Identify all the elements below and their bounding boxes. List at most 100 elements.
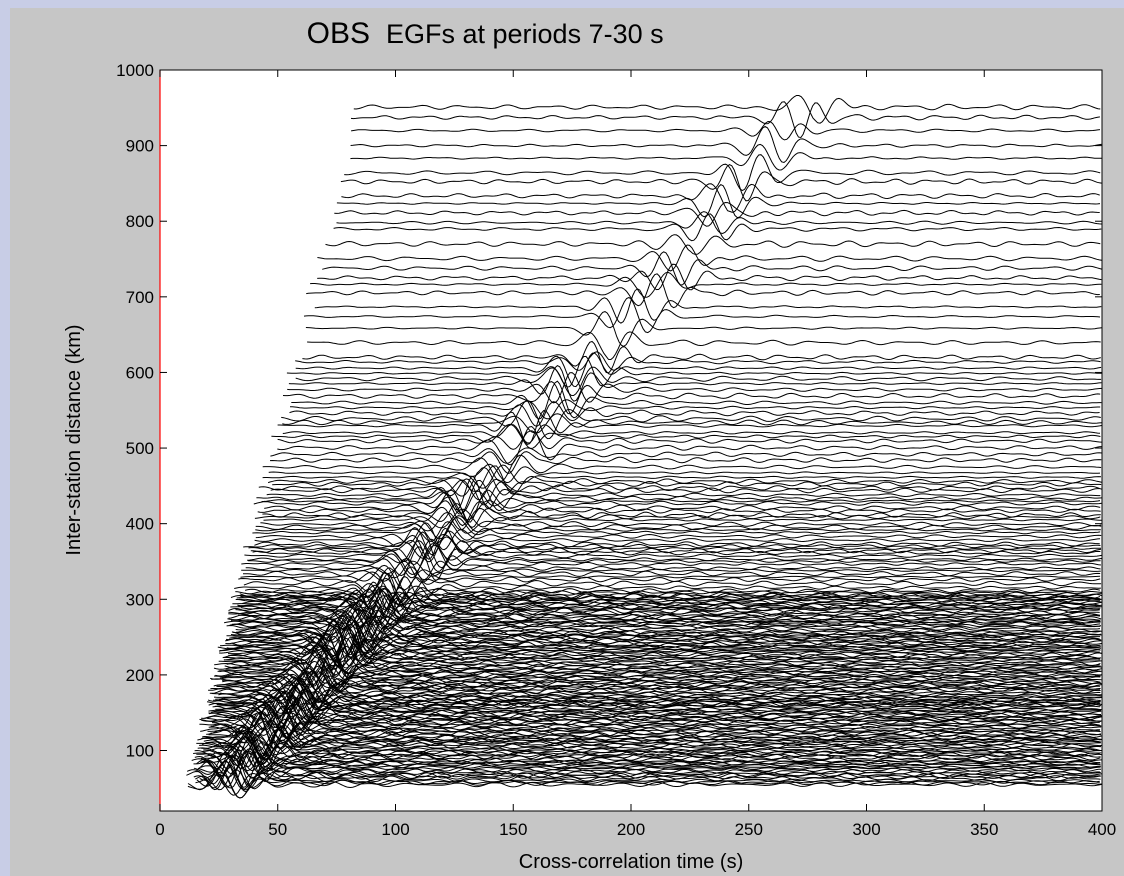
- waveform-trace: [234, 571, 1101, 604]
- waveform-trace: [215, 682, 1101, 714]
- axis-ticks: 0 50 100 150 200 250 300 350 400 100 200 300 400 500 6…: [116, 61, 1116, 839]
- waveform-trace: [314, 288, 1102, 324]
- waveform-trace: [267, 465, 1102, 495]
- waveform-trace: [244, 540, 1102, 572]
- y-tick-label: 400: [126, 515, 154, 534]
- waveform-trace: [351, 120, 1101, 141]
- waveform-trace: [260, 512, 1102, 534]
- waveform-trace: [350, 101, 1100, 139]
- figure-panel: OBS EGFs at periods 7-30 s 0 50 100 150 200 2…: [10, 8, 1124, 876]
- waveform-trace: [208, 715, 1102, 742]
- waveform-trace: [236, 587, 1101, 608]
- waveform-trace: [197, 756, 1101, 778]
- waveform-trace: [241, 546, 1101, 581]
- waveform-trace: [261, 490, 1101, 514]
- waveform-trace: [295, 352, 1102, 388]
- waveform-trace: [248, 536, 1101, 563]
- y-tick-label: 500: [126, 439, 154, 458]
- waveform-trace: [258, 478, 1102, 501]
- waveform-trace: [211, 707, 1100, 737]
- waveform-trace: [248, 543, 1101, 579]
- waveform-trace: [213, 683, 1102, 713]
- waveform-trace: [231, 616, 1102, 652]
- waveform-trace: [295, 351, 1101, 371]
- waveform-trace: [242, 589, 1102, 612]
- waveform-trace: [222, 673, 1101, 694]
- waveform-trace: [200, 752, 1101, 772]
- waveform-trace: [238, 605, 1101, 627]
- x-tick-label: 300: [852, 820, 880, 839]
- waveform-trace: [243, 533, 1101, 559]
- waveform-trace: [218, 645, 1102, 674]
- x-axis-label: Cross-correlation time (s): [519, 851, 743, 873]
- waveform-trace: [232, 619, 1102, 650]
- waveform-trace: [200, 752, 1101, 789]
- waveform-trace: [219, 660, 1101, 689]
- waveform-trace: [229, 610, 1102, 645]
- waveform-trace: [197, 735, 1100, 764]
- waveform-trace: [202, 727, 1102, 749]
- waveform-trace: [223, 643, 1100, 677]
- waveform-trace: [289, 401, 1100, 427]
- waveform-trace: [219, 642, 1100, 664]
- waveform-trace: [341, 183, 1100, 213]
- waveform-trace: [217, 671, 1101, 696]
- waveform-trace: [277, 430, 1102, 450]
- waveform-trace: [238, 581, 1101, 615]
- waveform-trace: [214, 677, 1101, 704]
- waveform-trace: [266, 475, 1101, 511]
- y-tick-label: 200: [126, 666, 154, 685]
- waveform-trace: [262, 464, 1102, 489]
- waveform-trace: [255, 517, 1101, 545]
- waveform-trace: [282, 413, 1102, 434]
- x-tick-label: 350: [970, 820, 998, 839]
- waveform-trace: [238, 587, 1101, 621]
- x-tick-label: 0: [155, 820, 164, 839]
- waveform-trace: [305, 311, 1102, 347]
- waveform-trace: [263, 508, 1102, 529]
- waveform-trace: [200, 750, 1101, 778]
- waveform-trace: [340, 164, 1102, 202]
- waveform-trace: [255, 522, 1102, 551]
- waveform-trace: [302, 340, 1101, 374]
- y-tick-label: 300: [126, 590, 154, 609]
- waveform-trace: [317, 263, 1102, 291]
- waveform-trace: [254, 506, 1101, 531]
- waveform-trace: [232, 619, 1102, 648]
- waveform-trace: [317, 244, 1102, 272]
- waveform-trace: [350, 125, 1102, 164]
- waveform-trace: [217, 664, 1101, 685]
- waveform-trace: [310, 271, 1102, 298]
- waveform-trace: [270, 478, 1100, 506]
- waveform-trace: [269, 451, 1102, 475]
- waveform-trace: [210, 694, 1102, 731]
- waveform-trace: [243, 567, 1102, 598]
- waveform-trace: [237, 592, 1102, 619]
- waveform-trace: [241, 560, 1101, 579]
- waveform-trace: [262, 503, 1101, 528]
- x-tick-label: 150: [499, 820, 527, 839]
- waveform-trace: [350, 143, 1102, 171]
- waveform-trace: [252, 521, 1101, 543]
- waveform-trace: [270, 447, 1102, 464]
- waveform-trace: [291, 380, 1102, 420]
- waveform-trace: [264, 496, 1101, 521]
- waveform-trace: [208, 724, 1102, 746]
- waveform-trace: [353, 95, 1101, 124]
- y-tick-label: 900: [126, 137, 154, 156]
- waveform-trace: [226, 615, 1101, 645]
- waveform-trace: [282, 381, 1101, 415]
- waveform-trace: [336, 211, 1102, 235]
- waveform-trace: [201, 704, 1101, 726]
- waveform-trace: [287, 372, 1103, 404]
- waveform-trace: [225, 625, 1102, 655]
- waveform-trace: [286, 355, 1102, 388]
- waveform-trace: [215, 660, 1101, 691]
- waveform-trace: [210, 719, 1101, 744]
- y-tick-label: 800: [126, 212, 154, 231]
- waveform-trace: [193, 752, 1101, 788]
- waveform-trace: [253, 489, 1102, 523]
- y-axis-label: Inter-station distance (km): [63, 324, 85, 555]
- y-tick-label: 600: [126, 363, 154, 382]
- x-tick-label: 200: [617, 820, 645, 839]
